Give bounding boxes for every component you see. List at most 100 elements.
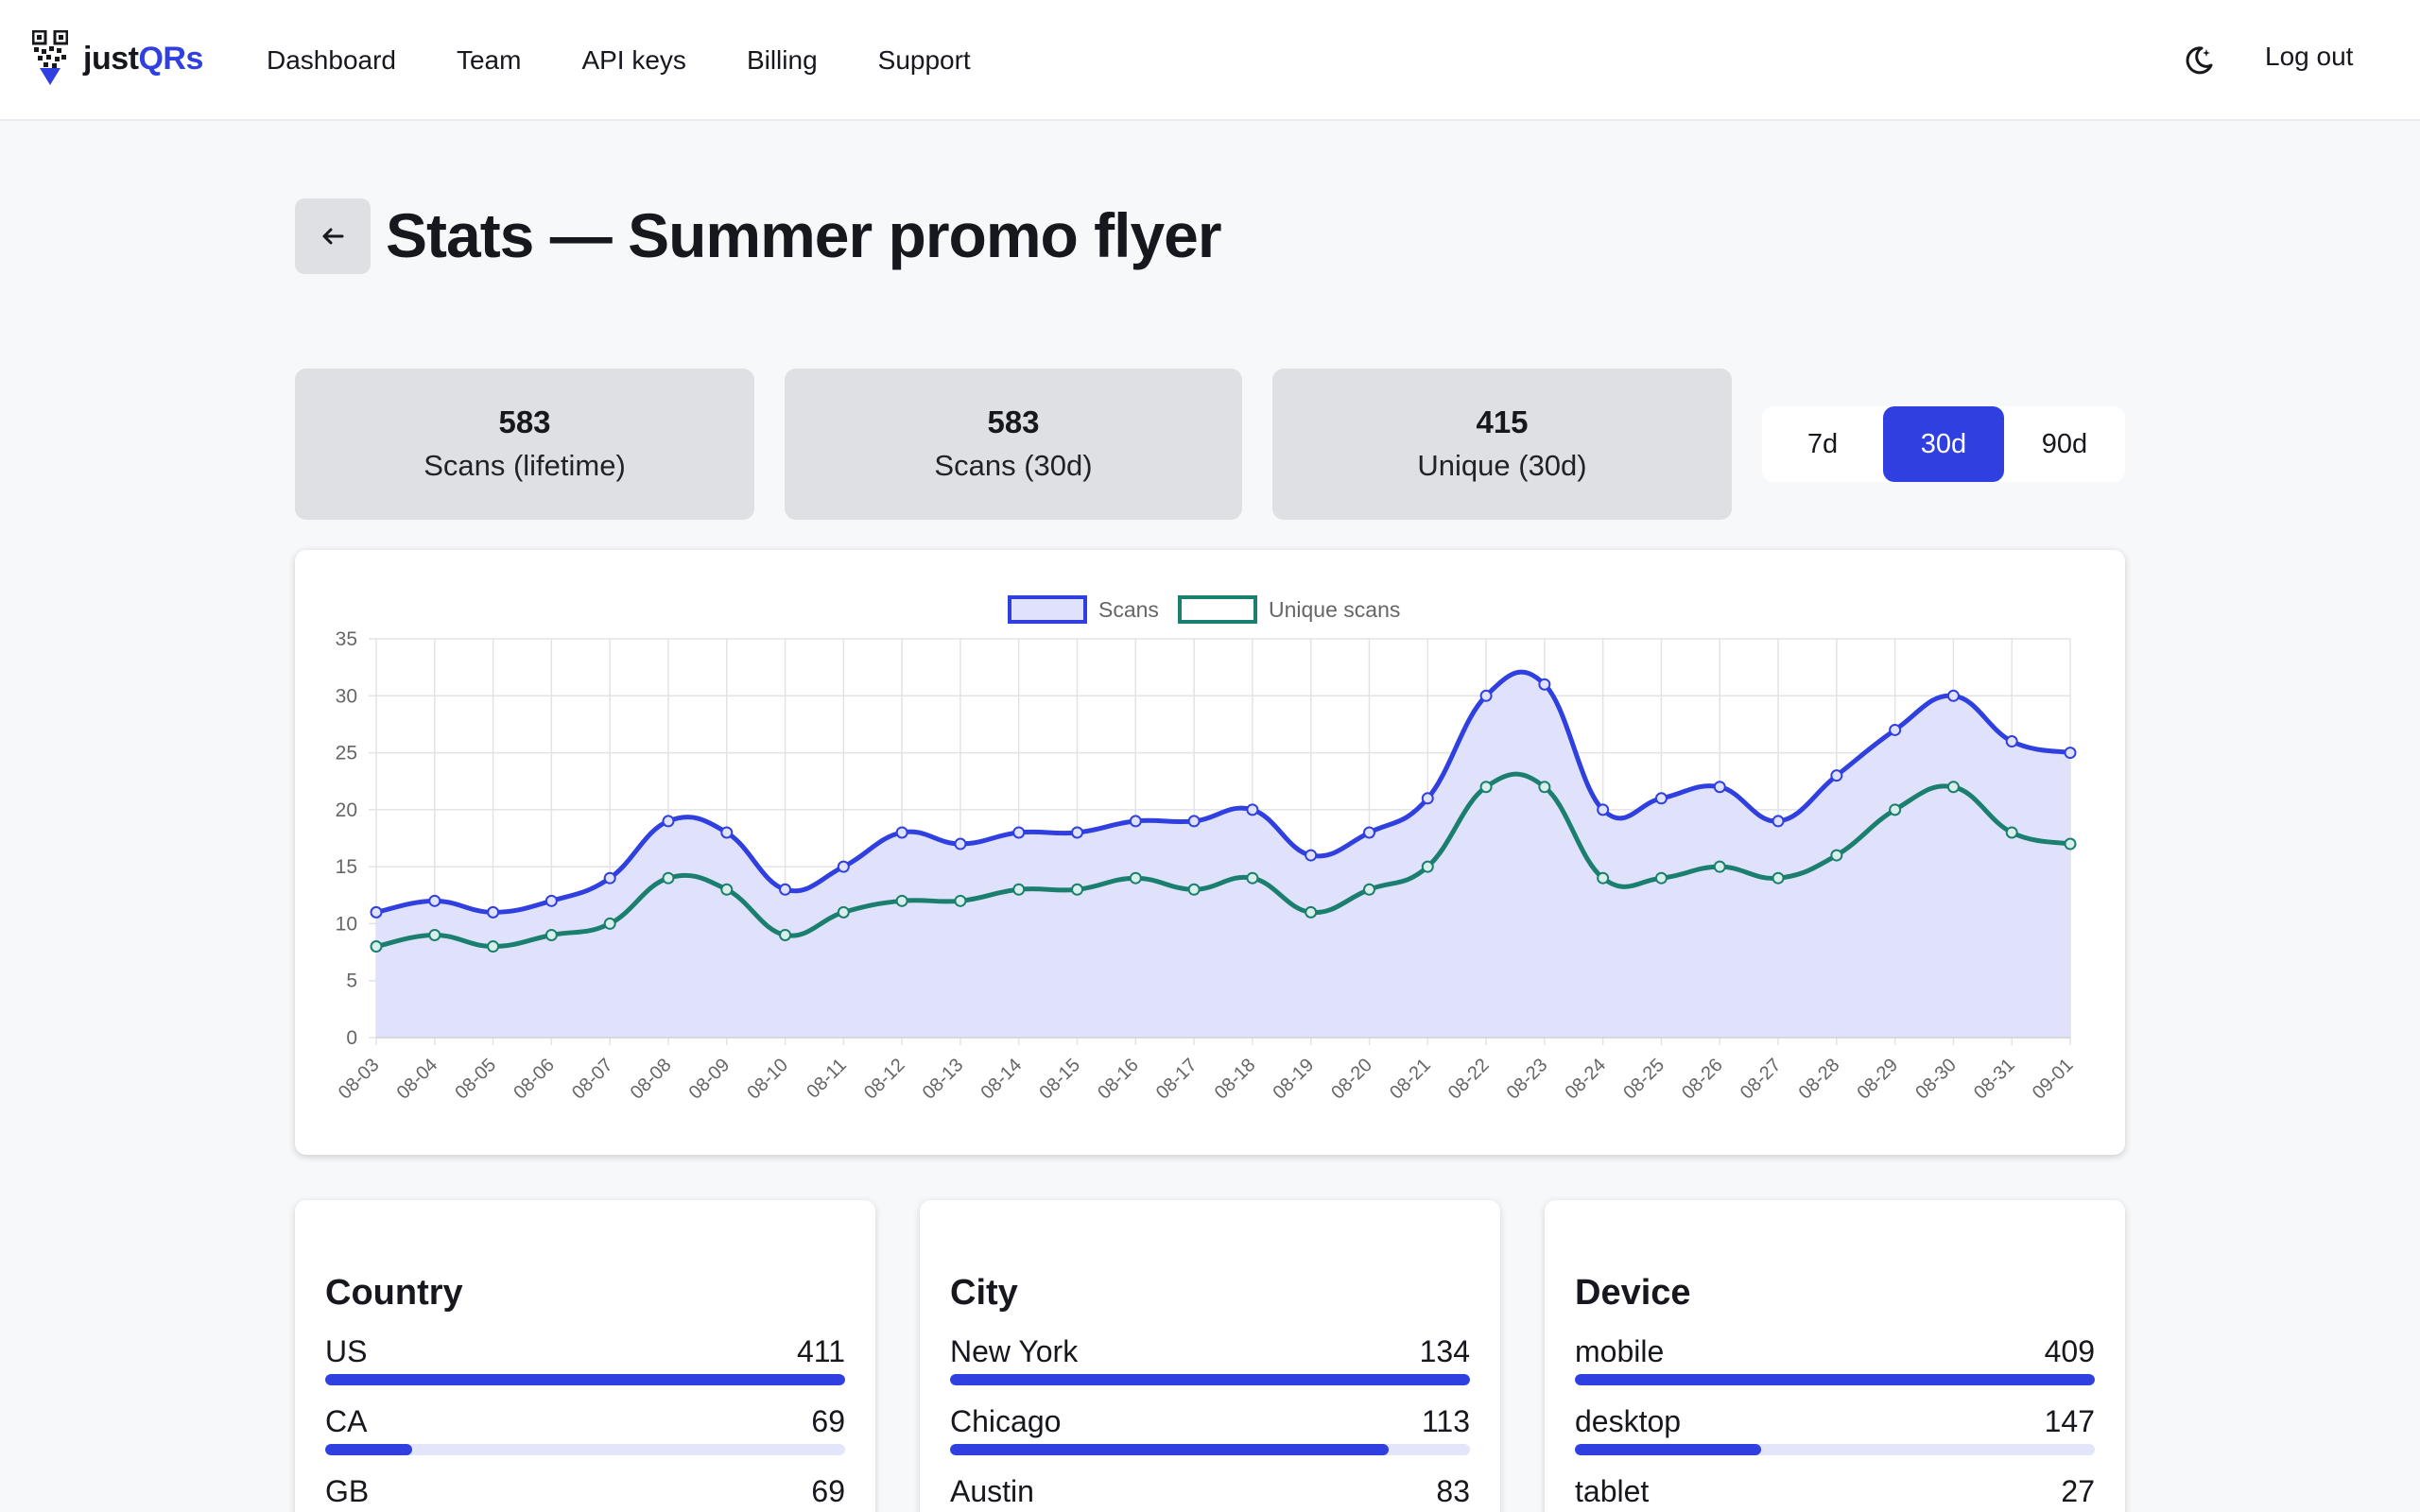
bar-fill: [325, 1374, 845, 1385]
scans-point: [1654, 792, 1668, 805]
row-value: 134: [1419, 1334, 1470, 1368]
unique-scans-point: [1654, 871, 1668, 885]
qr-logo-icon: [32, 30, 68, 85]
row-label: tablet: [1575, 1474, 1650, 1508]
unique-scans-point: [1012, 883, 1026, 896]
breakdown-row: tablet 27: [1575, 1472, 2095, 1512]
unique-scans-point: [370, 940, 383, 954]
y-tick-label: 0: [346, 1027, 357, 1049]
range-30d-button[interactable]: 30d: [1883, 406, 2004, 482]
x-tick-label: 08-22: [1444, 1055, 1494, 1104]
row-value: 411: [796, 1334, 845, 1368]
unique-scans-point: [1597, 871, 1610, 885]
logout-link[interactable]: Log out: [2265, 42, 2354, 71]
x-tick-label: 08-29: [1853, 1055, 1902, 1104]
scans-point: [662, 815, 675, 828]
bar-track: [950, 1374, 1470, 1385]
nav-support[interactable]: Support: [877, 45, 971, 75]
unique-scans-point: [895, 894, 908, 907]
unique-scans-point: [779, 928, 792, 941]
row-label: Austin: [950, 1474, 1034, 1508]
x-tick-label: 08-14: [977, 1055, 1027, 1104]
scans-point: [895, 826, 908, 839]
breakdown-row: CA 69: [325, 1402, 845, 1455]
scans-chart-card: 0 5 10 15 20 25 30 35 08-03 08-04 08-05 08-06 08-07 0…: [295, 550, 2125, 1155]
unique-scans-point: [1946, 781, 1960, 794]
y-tick-label: 15: [336, 856, 357, 878]
x-tick-label: 08-08: [627, 1055, 676, 1104]
scans-point: [954, 837, 967, 850]
unique-scans-point: [1246, 871, 1259, 885]
row-label: CA: [325, 1404, 368, 1438]
scans-point: [544, 894, 558, 907]
scans-point: [837, 860, 850, 873]
x-tick-label: 08-18: [1211, 1055, 1260, 1104]
arrow-left-icon: [322, 228, 344, 245]
legend-label-scans: Scans: [1098, 597, 1159, 622]
x-tick-label: 08-15: [1035, 1055, 1084, 1104]
theme-toggle-button[interactable]: [2180, 42, 2218, 79]
x-tick-label: 08-11: [803, 1055, 851, 1103]
legend-swatch-scans: [1008, 595, 1087, 624]
stat-card-30d-scans: 583 Scans (30d): [785, 369, 1242, 520]
main-nav: Dashboard Team API keys Billing Support: [267, 0, 1031, 121]
scans-point: [779, 883, 792, 896]
unique-scans-point: [2005, 826, 2018, 839]
unique-scans-point: [2064, 837, 2077, 850]
scans-point: [370, 905, 383, 919]
row-label: GB: [325, 1474, 370, 1508]
scans-point: [1597, 803, 1610, 816]
scans-point: [720, 826, 734, 839]
unique-scans-point: [1889, 803, 1902, 816]
unique-scans-point: [1479, 781, 1493, 794]
nav-billing[interactable]: Billing: [746, 45, 818, 75]
bar-fill: [950, 1374, 1470, 1385]
range-90d-button[interactable]: 90d: [2004, 406, 2125, 482]
y-tick-label: 10: [336, 913, 357, 935]
scans-point: [2064, 747, 2077, 760]
unique-scans-point: [1421, 860, 1434, 873]
nav-api-keys[interactable]: API keys: [581, 45, 686, 75]
city-breakdown-card: City New York 134 Chicago 113 Austin 83: [920, 1200, 1500, 1512]
bar-fill: [325, 1444, 413, 1455]
scans-point: [1479, 689, 1493, 702]
legend-label-unique-scans: Unique scans: [1269, 597, 1400, 622]
x-tick-label: 08-20: [1327, 1055, 1376, 1104]
row-label: US: [325, 1334, 368, 1368]
unique-scans-point: [1362, 883, 1375, 896]
row-value: 27: [2061, 1474, 2095, 1508]
breakdown-title: Country: [325, 1273, 463, 1313]
x-tick-label: 08-03: [335, 1055, 384, 1104]
logo[interactable]: justQRs: [32, 30, 203, 87]
row-value: 69: [811, 1404, 845, 1438]
range-7d-button[interactable]: 7d: [1762, 406, 1883, 482]
scans-point: [1830, 769, 1843, 782]
row-value: 83: [1436, 1474, 1470, 1508]
breakdown-row: New York 134: [950, 1332, 1470, 1385]
row-value: 147: [2044, 1404, 2095, 1438]
nav-team[interactable]: Team: [456, 45, 522, 75]
y-tick-label: 35: [336, 628, 357, 650]
x-tick-label: 09-01: [2029, 1055, 2078, 1104]
stat-card-30d-unique: 415 Unique (30d): [1272, 369, 1732, 520]
moon-icon: [2186, 46, 2213, 75]
unique-scans-point: [720, 883, 734, 896]
row-label: mobile: [1575, 1334, 1665, 1368]
back-button[interactable]: [295, 198, 371, 274]
scans-point: [487, 905, 500, 919]
scans-area-fill: [376, 672, 2070, 1038]
breakdown-title: City: [950, 1273, 1018, 1313]
unique-scans-point: [1830, 849, 1843, 862]
breakdown-row: Austin 83: [950, 1472, 1470, 1512]
x-tick-label: 08-07: [568, 1055, 617, 1104]
x-tick-label: 08-09: [685, 1055, 735, 1104]
scans-point: [2005, 735, 2018, 748]
y-tick-label: 20: [336, 799, 357, 821]
unique-scans-point: [954, 894, 967, 907]
country-breakdown-card: Country US 411 CA 69 GB 69: [295, 1200, 875, 1512]
scans-point: [1772, 815, 1785, 828]
x-tick-label: 08-25: [1619, 1055, 1668, 1104]
x-tick-label: 08-23: [1503, 1055, 1552, 1104]
nav-dashboard[interactable]: Dashboard: [267, 45, 396, 75]
